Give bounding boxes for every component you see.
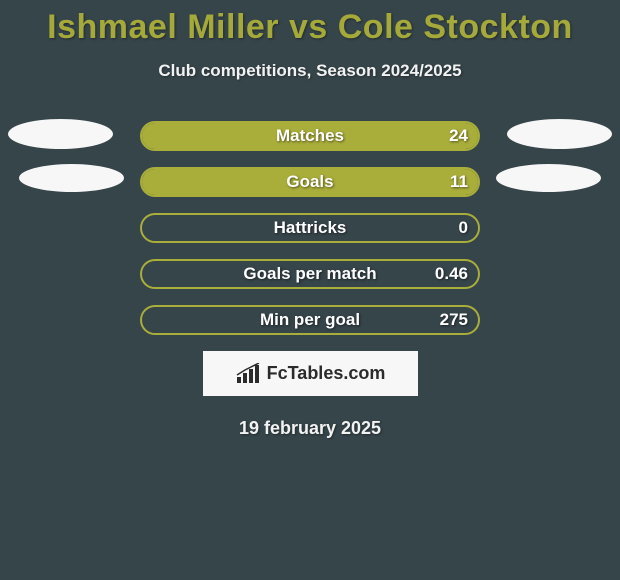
brand-box: FcTables.com [203,351,418,396]
player2-marker-ellipse [496,164,601,192]
stat-label: Hattricks [274,218,347,238]
stat-row-matches: Matches 24 [0,121,620,151]
bar-chart-icon [235,363,261,385]
page-title: Ishmael Miller vs Cole Stockton [0,0,620,47]
stat-row-goals-per-match: Goals per match 0.46 [0,259,620,289]
stat-value-right: 275 [440,310,468,330]
brand-text: FcTables.com [267,363,386,384]
player1-name: Ishmael Miller [47,8,279,46]
stat-value-right: 0 [459,218,468,238]
vs-text: vs [279,8,338,46]
stat-row-min-per-goal: Min per goal 275 [0,305,620,335]
stat-row-goals: Goals 11 [0,167,620,197]
comparison-infographic: Ishmael Miller vs Cole Stockton Club com… [0,0,620,580]
stat-value-right: 11 [450,172,468,192]
stats-container: Matches 24 Goals 11 Hattricks 0 [0,121,620,335]
player2-name: Cole Stockton [338,8,573,46]
stat-label: Goals per match [243,264,376,284]
stat-label: Goals [286,172,333,192]
stat-label: Matches [276,126,344,146]
stat-value-right: 0.46 [435,264,468,284]
player1-marker-ellipse [19,164,124,192]
date-text: 19 february 2025 [0,418,620,439]
player1-marker-ellipse [8,119,113,149]
stat-value-right: 24 [449,126,468,146]
stat-label: Min per goal [260,310,360,330]
subtitle: Club competitions, Season 2024/2025 [0,61,620,81]
stat-row-hattricks: Hattricks 0 [0,213,620,243]
player2-marker-ellipse [507,119,612,149]
